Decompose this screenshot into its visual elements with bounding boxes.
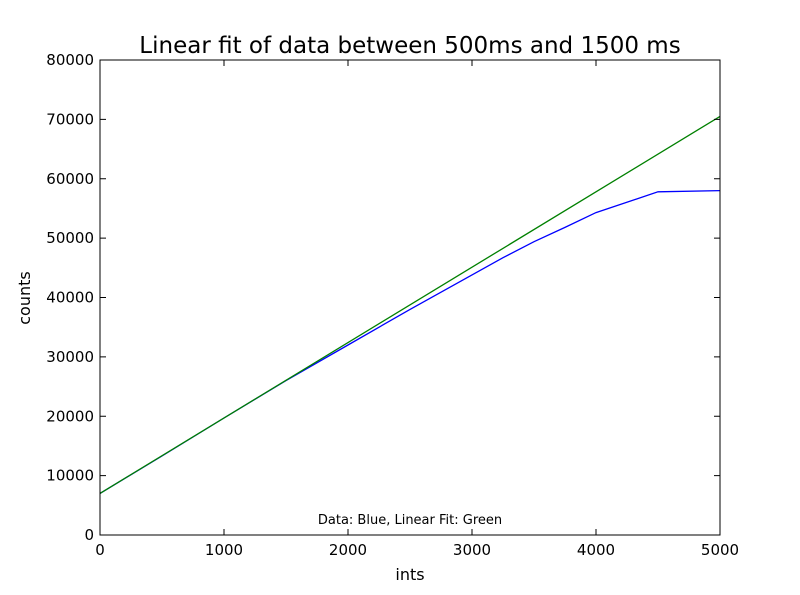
y-axis-label: counts <box>15 271 34 324</box>
series-line-1 <box>99 115 721 494</box>
x-axis-label: ints <box>395 565 424 584</box>
y-tick-label: 10000 <box>46 467 94 485</box>
y-tick-label: 30000 <box>46 348 94 366</box>
series-line-0 <box>99 189 721 494</box>
y-tick-label: 20000 <box>46 407 94 425</box>
series-group <box>99 115 721 494</box>
legend-annotation: Data: Blue, Linear Fit: Green <box>318 513 502 528</box>
x-tick-label: 0 <box>95 541 105 559</box>
y-tick-label: 60000 <box>46 170 94 188</box>
x-tick-label: 3000 <box>453 541 491 559</box>
x-tick-label: 2000 <box>329 541 367 559</box>
y-tick-label: 70000 <box>46 110 94 128</box>
x-tick-label: 4000 <box>577 541 615 559</box>
y-tick-label: 80000 <box>46 51 94 69</box>
plot-frame <box>99 59 721 536</box>
x-tick-label: 5000 <box>701 541 739 559</box>
y-tick-label: 40000 <box>46 289 94 307</box>
x-axis-ticks: 0 1000 2000 3000 4000 5000 <box>95 60 739 559</box>
x-tick-label: 1000 <box>205 541 243 559</box>
y-tick-label: 0 <box>84 526 94 544</box>
chart-title: Linear fit of data between 500ms and 150… <box>139 33 680 59</box>
y-tick-label: 50000 <box>46 229 94 247</box>
y-axis-ticks: 0 10000 20000 30000 40000 50000 60000 70000 8000… <box>46 51 720 544</box>
